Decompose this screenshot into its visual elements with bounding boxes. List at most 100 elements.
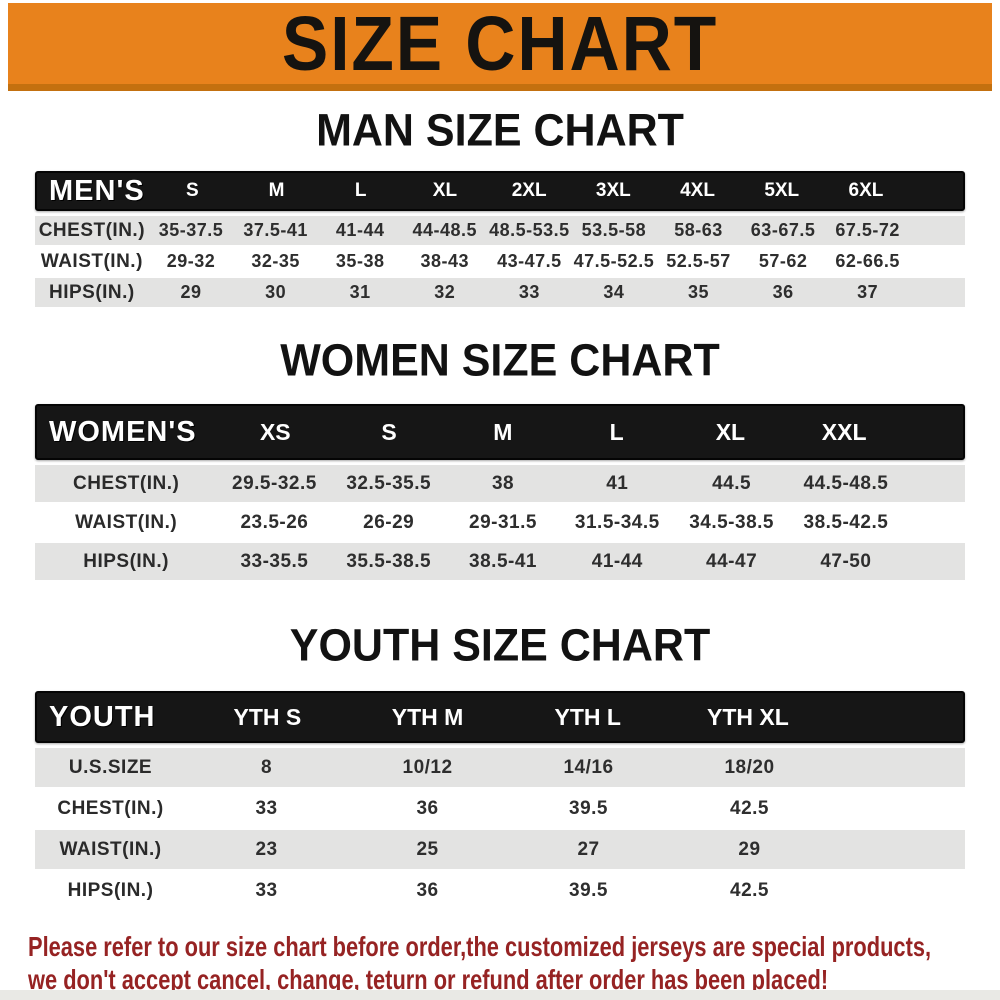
- row-label: CHEST(IN.): [72, 472, 180, 494]
- women-column-header: XL: [715, 418, 746, 445]
- cell: 34.5-38.5: [689, 511, 774, 533]
- women-waist-row: WAIST(IN.) 23.5-26 26-29 29-31.5 31.5-34…: [35, 504, 965, 541]
- women-column-header: M: [493, 418, 513, 445]
- row-label: CHEST(IN.): [38, 219, 146, 241]
- cell: 38.5-42.5: [803, 511, 889, 533]
- youth-size-table: YOUTH YTH S YTH M YTH L YTH XL U.S.SIZE …: [35, 691, 965, 910]
- cell: 37.5-41: [243, 220, 308, 240]
- cell: 25: [416, 838, 439, 860]
- cell: 26-29: [363, 511, 415, 533]
- cell: 29.5-32.5: [232, 472, 317, 494]
- women-hips-row: HIPS(IN.) 33-35.5 35.5-38.5 38.5-41 41-4…: [35, 543, 965, 580]
- cell: 47-50: [820, 550, 872, 572]
- cell: 47.5-52.5: [573, 251, 655, 271]
- disclaimer-line-1: Please refer to our size chart before or…: [28, 931, 932, 962]
- men-column-header: 4XL: [680, 180, 715, 201]
- bottom-edge-strip: [0, 990, 1000, 1000]
- cell: 38.5-41: [469, 550, 537, 572]
- cell: 30: [265, 282, 287, 302]
- youth-column-header: YTH S: [233, 703, 302, 730]
- women-header-label: WOMEN'S: [49, 415, 197, 448]
- row-label: WAIST(IN.): [40, 250, 143, 272]
- cell: 23.5-26: [240, 511, 309, 533]
- row-label: HIPS(IN.): [48, 281, 135, 303]
- row-label: WAIST(IN.): [75, 511, 178, 533]
- men-column-header: L: [354, 180, 367, 201]
- cell: 33: [518, 282, 540, 302]
- women-chest-row: CHEST(IN.) 29.5-32.5 32.5-35.5 38 41 44.…: [35, 465, 965, 502]
- cell: 41-44: [335, 220, 385, 240]
- men-header-row: MEN'S S M L XL 2XL 3XL 4XL 5XL 6XL: [35, 171, 965, 211]
- cell: 44.5-48.5: [803, 472, 889, 494]
- row-label: U.S.SIZE: [68, 756, 153, 778]
- women-section-title: WOMEN SIZE CHART: [280, 335, 720, 387]
- men-column-header: 3XL: [595, 180, 631, 201]
- women-header-row: WOMEN'S XS S M L XL XXL: [35, 404, 965, 460]
- cell: 39.5: [569, 879, 608, 901]
- youth-waist-row: WAIST(IN.) 23 25 27 29: [35, 830, 965, 869]
- cell: 33: [255, 797, 278, 819]
- women-size-table: WOMEN'S XS S M L XL XXL CHEST(IN.) 29.5-…: [35, 404, 965, 580]
- cell: 10/12: [402, 756, 453, 778]
- youth-header-row: YOUTH YTH S YTH M YTH L YTH XL: [35, 691, 965, 743]
- youth-header-label: YOUTH: [49, 700, 156, 733]
- banner-title: SIZE CHART: [281, 0, 719, 87]
- cell: 14/16: [563, 756, 614, 778]
- cell: 23: [255, 838, 278, 860]
- cell: 27: [577, 838, 600, 860]
- cell: 67.5-72: [835, 220, 900, 240]
- women-column-header: XXL: [821, 418, 867, 445]
- men-column-header: 2XL: [511, 180, 547, 201]
- men-column-header: XL: [432, 180, 458, 201]
- disclaimer-line-2: we don't accept cancel, change, teturn o…: [28, 964, 829, 995]
- cell: 32.5-35.5: [346, 472, 432, 494]
- cell: 44-47: [706, 550, 758, 572]
- cell: 42.5: [730, 797, 769, 819]
- cell: 32: [434, 282, 456, 302]
- cell: 62-66.5: [835, 251, 900, 271]
- cell: 63-67.5: [750, 220, 816, 240]
- cell: 36: [772, 282, 794, 302]
- men-column-header: S: [185, 180, 199, 201]
- men-waist-row: WAIST(IN.) 29-32 32-35 35-38 38-43 43-47…: [35, 247, 965, 276]
- cell: 8: [261, 756, 273, 778]
- cell: 35.5-38.5: [346, 550, 432, 572]
- cell: 53.5-58: [581, 220, 647, 240]
- cell: 29: [738, 838, 761, 860]
- cell: 41-44: [591, 550, 643, 572]
- youth-column-header: YTH XL: [707, 703, 789, 730]
- cell: 33: [255, 879, 278, 901]
- row-label: CHEST(IN.): [57, 797, 164, 819]
- women-column-header: S: [381, 418, 397, 445]
- cell: 31.5-34.5: [574, 511, 660, 533]
- men-hips-row: HIPS(IN.) 29 30 31 32 33 34 35 36 37: [35, 278, 965, 307]
- cell: 37: [857, 282, 879, 302]
- cell: 48.5-53.5: [489, 220, 570, 240]
- cell: 35: [687, 282, 710, 302]
- youth-chest-row: CHEST(IN.) 33 36 39.5 42.5: [35, 789, 965, 828]
- order-disclaimer: Please refer to our size chart before or…: [28, 930, 1000, 996]
- men-size-table: MEN'S S M L XL 2XL 3XL 4XL 5XL 6XL CHEST…: [35, 171, 965, 307]
- youth-column-header: YTH M: [391, 703, 464, 730]
- men-column-header: M: [268, 180, 285, 201]
- cell: 38-43: [420, 251, 470, 271]
- men-column-header: 5XL: [764, 180, 800, 201]
- women-column-header: XS: [259, 418, 291, 445]
- men-column-header: 6XL: [848, 180, 884, 201]
- cell: 57-62: [758, 251, 808, 271]
- cell: 29-32: [166, 251, 216, 271]
- cell: 41: [606, 472, 629, 494]
- cell: 36: [416, 879, 439, 901]
- row-label: HIPS(IN.): [83, 550, 170, 572]
- cell: 44-48.5: [412, 220, 478, 240]
- youth-hips-row: HIPS(IN.) 33 36 39.5 42.5: [35, 871, 965, 910]
- cell: 42.5: [730, 879, 769, 901]
- cell: 52.5-57: [666, 251, 731, 271]
- cell: 58-63: [674, 220, 723, 240]
- cell: 38: [491, 472, 515, 494]
- cell: 43-47.5: [497, 251, 562, 271]
- cell: 35-38: [335, 251, 385, 271]
- cell: 18/20: [724, 756, 775, 778]
- cell: 36: [416, 797, 439, 819]
